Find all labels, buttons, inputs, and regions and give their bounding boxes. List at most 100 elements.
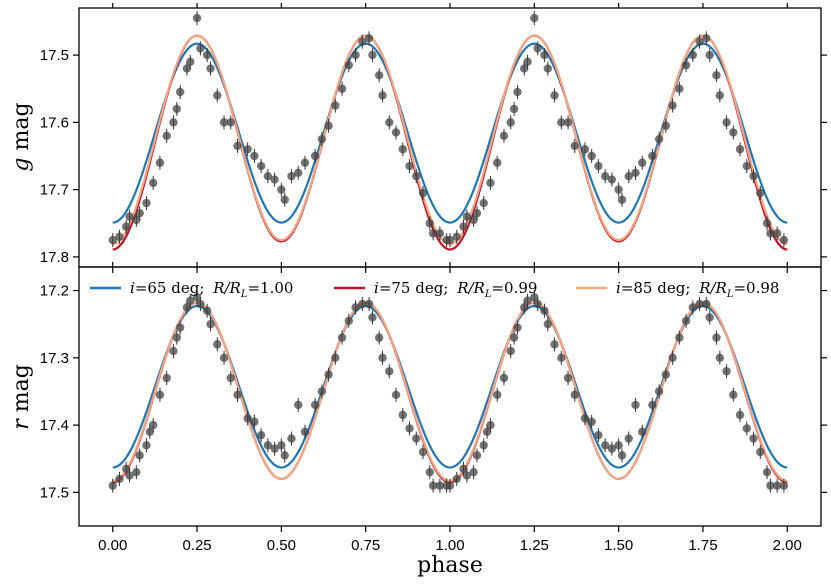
g-point-marker xyxy=(661,121,671,130)
r-data-point xyxy=(624,431,633,446)
r-observations xyxy=(108,290,789,493)
r-point-marker xyxy=(263,441,273,450)
g-data-point xyxy=(186,54,195,69)
x-tick-label: 0.25 xyxy=(182,537,211,554)
r-data-point xyxy=(435,478,445,493)
g-data-point xyxy=(175,85,185,100)
g-point-marker xyxy=(735,145,745,154)
g-data-point xyxy=(368,48,377,63)
g-point-marker xyxy=(149,178,158,188)
r-data-point xyxy=(594,428,603,443)
r-data-point xyxy=(513,320,522,335)
g-data-point xyxy=(108,233,117,248)
r-data-point xyxy=(317,384,327,399)
r-point-marker xyxy=(722,367,731,376)
r-data-point xyxy=(219,350,229,365)
r-point-marker xyxy=(391,390,401,400)
g-point-marker xyxy=(563,118,573,127)
g-data-point xyxy=(580,142,590,157)
x-tick-label: 1.50 xyxy=(604,537,633,554)
r-data-point xyxy=(135,448,144,463)
g-point-marker xyxy=(587,151,596,161)
r-point-marker xyxy=(186,296,195,305)
r-point-marker xyxy=(688,303,698,312)
g-x-axis-ticks xyxy=(112,3,788,273)
g-point-marker xyxy=(668,101,677,110)
g-point-marker xyxy=(499,131,509,141)
r-point-marker xyxy=(364,299,374,309)
g-point-marker xyxy=(729,128,738,137)
r-point-marker xyxy=(162,373,171,383)
r-data-point xyxy=(695,297,704,311)
g-data-point xyxy=(169,115,178,130)
g-point-marker xyxy=(108,235,117,245)
g-data-point xyxy=(378,88,387,103)
r-y-tick-label: 17.5 xyxy=(40,484,69,501)
g-data-point xyxy=(196,41,205,56)
g-data-point xyxy=(364,31,374,46)
r-data-point xyxy=(742,421,751,436)
g-data-point xyxy=(385,115,394,130)
r-point-marker xyxy=(624,434,633,443)
g-point-marker xyxy=(756,188,765,198)
legend-item-i85: i=85 deg; R/RL=0.98 xyxy=(576,279,779,300)
r-data-point xyxy=(263,438,273,453)
r-model-curve-0 xyxy=(112,304,788,469)
r-point-marker xyxy=(472,451,482,460)
r-point-marker xyxy=(155,390,165,400)
g-data-point xyxy=(425,216,434,231)
g-point-marker xyxy=(648,151,657,161)
r-data-point xyxy=(506,344,515,359)
r-data-point xyxy=(418,445,428,459)
r-point-marker xyxy=(196,299,205,309)
g-data-point xyxy=(125,209,134,224)
g-y-tick-label: 17.7 xyxy=(40,182,69,199)
r-data-point xyxy=(756,445,765,459)
g-point-marker xyxy=(385,118,394,127)
r-point-marker xyxy=(766,481,775,490)
r-data-point xyxy=(469,465,478,480)
r-point-marker xyxy=(135,451,144,460)
r-data-point xyxy=(428,478,438,493)
g-data-point xyxy=(493,155,502,170)
r-point-marker xyxy=(587,417,596,426)
r-point-marker xyxy=(142,441,151,450)
g-point-marker xyxy=(533,44,542,53)
g-data-point xyxy=(479,196,488,211)
r-data-point xyxy=(374,330,384,345)
r-point-marker xyxy=(469,467,478,477)
r-data-point xyxy=(213,337,222,352)
g-data-point xyxy=(270,172,279,187)
g-point-marker xyxy=(624,171,633,181)
g-data-point xyxy=(766,226,775,241)
r-data-point xyxy=(570,387,579,402)
g-data-point xyxy=(600,169,610,184)
r-point-marker xyxy=(344,316,354,326)
r-y-axis-var: r xyxy=(9,418,34,430)
r-data-point xyxy=(250,414,259,429)
g-data-point xyxy=(412,169,421,184)
g-data-point xyxy=(391,125,401,140)
r-y-tick-label: 17.2 xyxy=(40,283,69,300)
x-axis-label: phase xyxy=(417,553,483,578)
r-data-point xyxy=(226,371,235,385)
g-data-point xyxy=(513,85,522,100)
g-point-marker xyxy=(294,168,303,178)
g-point-marker xyxy=(486,178,495,188)
r-point-marker xyxy=(648,400,657,410)
r-point-marker xyxy=(202,306,212,315)
r-data-point xyxy=(378,350,387,365)
g-point-marker xyxy=(277,185,286,194)
g-data-point xyxy=(550,88,559,103)
g-point-marker xyxy=(226,118,235,127)
x-tick-label: 1.00 xyxy=(435,537,464,554)
g-y-axis-label: g mag xyxy=(9,102,34,171)
r-point-marker xyxy=(607,444,617,453)
r-point-marker xyxy=(452,474,461,484)
g-point-marker xyxy=(287,171,296,181)
r-point-marker xyxy=(175,323,185,332)
r-point-marker xyxy=(358,299,367,309)
r-data-point xyxy=(661,367,671,382)
g-data-point xyxy=(530,11,539,26)
g-data-point xyxy=(587,149,596,163)
